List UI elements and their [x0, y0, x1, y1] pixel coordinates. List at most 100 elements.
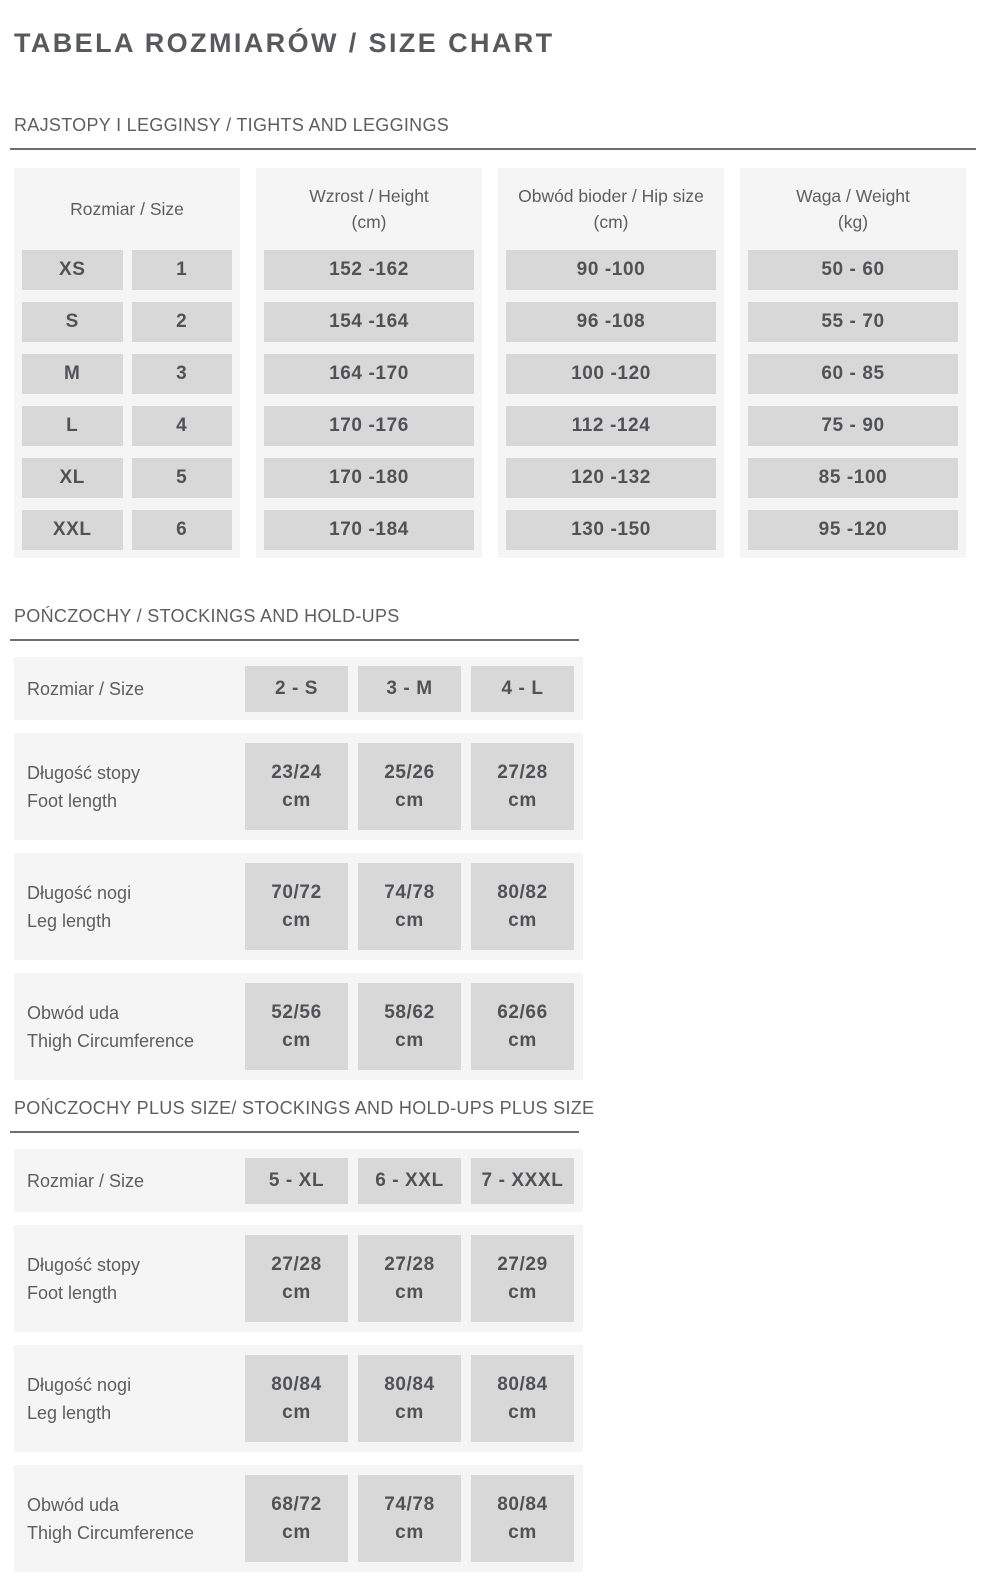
row-label-en: Thigh Circumference	[27, 1522, 195, 1543]
size-number-cell: 1	[131, 250, 232, 290]
cell-unit: cm	[395, 1401, 424, 1423]
cell-unit: cm	[508, 1281, 537, 1303]
row-label: Rozmiar / Size	[27, 1170, 145, 1191]
height-cell: 154 -164	[264, 302, 474, 342]
cell-unit: cm	[282, 1521, 311, 1543]
row-label: Obwód uda Thigh Circumference	[27, 999, 245, 1055]
column-hip: Obwód bioder / Hip size (cm) 90 -100 96 …	[498, 168, 724, 558]
row-label: Długość stopy Foot length	[27, 759, 245, 815]
section-heading-stockings: POŃCZOCHY / STOCKINGS AND HOLD-UPS	[14, 606, 400, 626]
size-number-cell: 6	[131, 510, 232, 550]
hip-cell: 100 -120	[506, 354, 716, 394]
value-cell: 70/72 cm	[245, 863, 348, 950]
plus-thigh-row: Obwód uda Thigh Circumference 68/72 cm 7…	[14, 1465, 583, 1572]
table-row: XS 1	[22, 250, 232, 290]
cell-value: 80/84	[384, 1373, 435, 1395]
value-cell: 80/84 cm	[245, 1355, 348, 1442]
row-cells: 2 - S 3 - M 4 - L	[245, 665, 574, 712]
row-label-pl: Długość nogi	[27, 882, 132, 903]
value-cell: 23/24 cm	[245, 743, 348, 830]
row-label: Rozmiar / Size	[27, 678, 145, 699]
row-label-pl: Długość stopy	[27, 762, 141, 783]
plus-leg-length-row: Długość nogi Leg length 80/84 cm 80/84 c…	[14, 1345, 583, 1452]
row-cells: 5 - XL 6 - XXL 7 - XXXL	[245, 1157, 574, 1204]
size-chart-page: TABELA ROZMIARÓW / SIZE CHART RAJSTOPY I…	[0, 28, 1000, 1572]
value-cell: 62/66 cm	[471, 983, 574, 1070]
cell-value: 62/66	[497, 1001, 548, 1023]
column-weight: Waga / Weight (kg) 50 - 60 55 - 70 60 - …	[740, 168, 966, 558]
cell-value: 27/29	[497, 1253, 548, 1275]
weight-cells: 50 - 60 55 - 70 60 - 85 75 - 90 85 -100 …	[748, 250, 958, 550]
row-label-pl: Obwód uda	[27, 1002, 120, 1023]
value-cell: 58/62 cm	[358, 983, 461, 1070]
value-cell: 52/56 cm	[245, 983, 348, 1070]
size-number-cell: 3	[131, 354, 232, 394]
value-cell: 74/78 cm	[358, 1475, 461, 1562]
cell-value: 58/62	[384, 1001, 435, 1023]
cell-unit: cm	[395, 909, 424, 931]
cell-unit: cm	[508, 789, 537, 811]
size-cells: XS 1 S 2 M 3 L 4 XL 5	[22, 250, 232, 550]
cell-value: 80/84	[497, 1373, 548, 1395]
cell-unit: cm	[282, 1281, 311, 1303]
row-label: Długość nogi Leg length	[27, 879, 245, 935]
hip-cell: 112 -124	[506, 406, 716, 446]
row-label-en: Leg length	[27, 1402, 112, 1423]
row-cells: 52/56 cm 58/62 cm 62/66 cm	[245, 983, 574, 1070]
cell-value: 80/84	[271, 1373, 322, 1395]
table-row: S 2	[22, 302, 232, 342]
hip-cell: 96 -108	[506, 302, 716, 342]
value-cell: 27/28 cm	[471, 743, 574, 830]
cell-value: 80/84	[497, 1493, 548, 1515]
height-cell: 170 -176	[264, 406, 474, 446]
value-cell: 68/72 cm	[245, 1475, 348, 1562]
cell-unit: cm	[508, 1521, 537, 1543]
cell-value: 74/78	[384, 881, 435, 903]
value-cell: 25/26 cm	[358, 743, 461, 830]
size-number-cell: 4	[131, 406, 232, 446]
value-cell: 80/84 cm	[358, 1355, 461, 1442]
stockings-size-row: Rozmiar / Size 2 - S 3 - M 4 - L	[14, 657, 583, 720]
size-cell: 6 - XXL	[358, 1157, 461, 1204]
column-subtitle: (kg)	[837, 212, 869, 232]
cell-value: 25/26	[384, 761, 435, 783]
row-label-en: Foot length	[27, 1282, 118, 1303]
row-label: Obwód uda Thigh Circumference	[27, 1491, 245, 1547]
stockings-thigh-row: Obwód uda Thigh Circumference 52/56 cm 5…	[14, 973, 583, 1080]
weight-cell: 85 -100	[748, 458, 958, 498]
cell-unit: cm	[282, 789, 311, 811]
row-cells: 23/24 cm 25/26 cm 27/28 cm	[245, 743, 574, 830]
hip-cell: 130 -150	[506, 510, 716, 550]
row-label-pl: Długość stopy	[27, 1254, 141, 1275]
value-cell: 27/29 cm	[471, 1235, 574, 1322]
row-cells: 80/84 cm 80/84 cm 80/84 cm	[245, 1355, 574, 1442]
size-letter-cell: XXL	[22, 510, 123, 550]
column-title: Rozmiar / Size	[70, 199, 184, 219]
cell-value: 74/78	[384, 1493, 435, 1515]
column-header-hip: Obwód bioder / Hip size (cm)	[506, 168, 716, 250]
weight-cell: 50 - 60	[748, 250, 958, 290]
section-heading-stockings-plus: POŃCZOCHY PLUS SIZE/ STOCKINGS AND HOLD-…	[14, 1098, 595, 1118]
row-label-pl: Długość nogi	[27, 1374, 132, 1395]
height-cell: 152 -162	[264, 250, 474, 290]
plus-foot-length-row: Długość stopy Foot length 27/28 cm 27/28…	[14, 1225, 583, 1332]
value-cell: 80/84 cm	[471, 1355, 574, 1442]
row-label: Długość stopy Foot length	[27, 1251, 245, 1307]
size-cell: 5 - XL	[245, 1157, 348, 1204]
size-cell: 3 - M	[358, 665, 461, 712]
stockings-leg-length-row: Długość nogi Leg length 70/72 cm 74/78 c…	[14, 853, 583, 960]
row-cells: 70/72 cm 74/78 cm 80/82 cm	[245, 863, 574, 950]
stockings-foot-length-row: Długość stopy Foot length 23/24 cm 25/26…	[14, 733, 583, 840]
cell-value: 80/82	[497, 881, 548, 903]
height-cell: 164 -170	[264, 354, 474, 394]
weight-cell: 60 - 85	[748, 354, 958, 394]
column-header-weight: Waga / Weight (kg)	[748, 168, 958, 250]
size-cell: 2 - S	[245, 665, 348, 712]
cell-unit: cm	[508, 909, 537, 931]
column-title: Obwód bioder / Hip size	[518, 186, 704, 206]
value-cell: 80/84 cm	[471, 1475, 574, 1562]
size-cell: 4 - L	[471, 665, 574, 712]
cell-unit: cm	[282, 1029, 311, 1051]
weight-cell: 75 - 90	[748, 406, 958, 446]
row-cells: 27/28 cm 27/28 cm 27/29 cm	[245, 1235, 574, 1322]
